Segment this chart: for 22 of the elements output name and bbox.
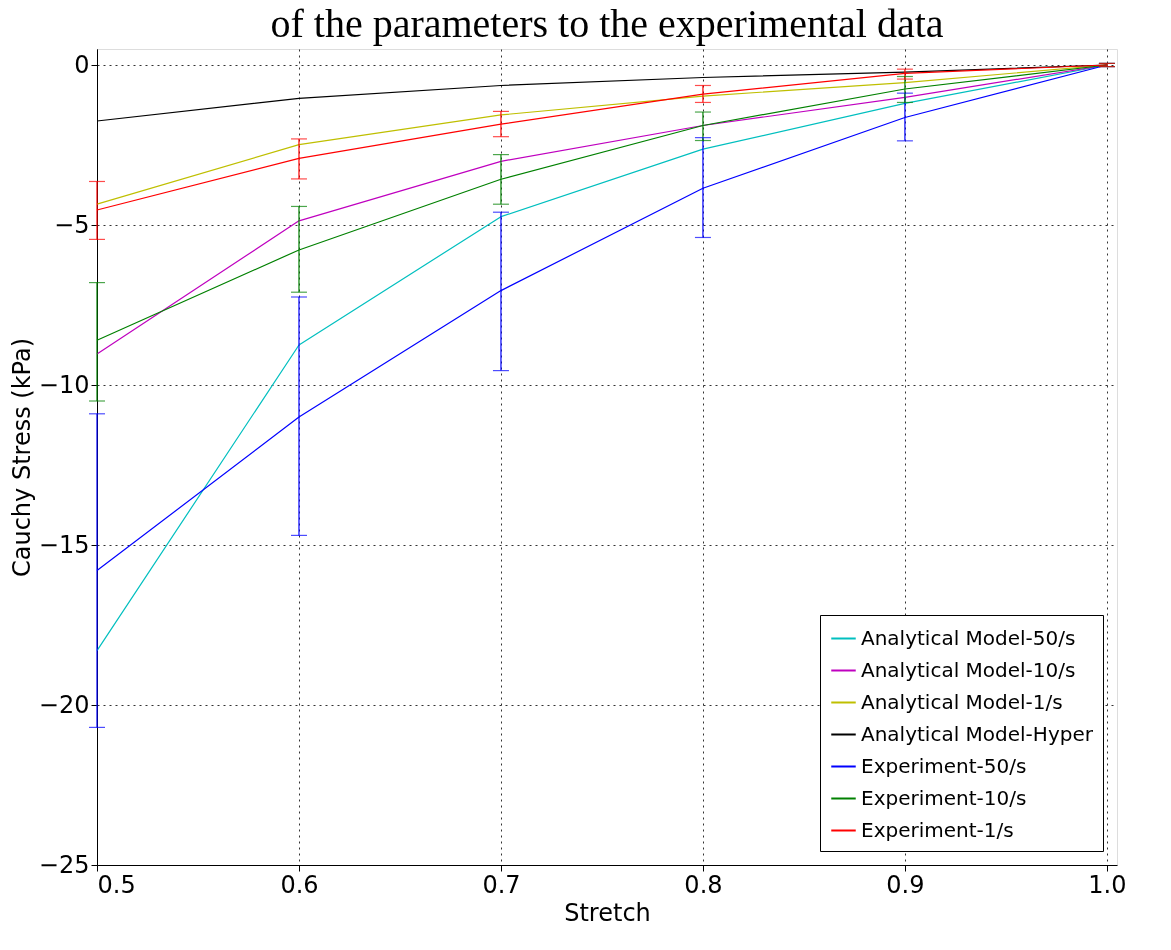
y-tick-label: −20 xyxy=(38,690,90,719)
legend-label: Experiment-50/s xyxy=(861,753,1027,778)
y-tick-label: −25 xyxy=(38,850,90,879)
y-tick-label: 0 xyxy=(74,50,90,79)
x-tick-label: 0.8 xyxy=(684,870,723,899)
x-tick-label: 0.7 xyxy=(482,870,521,899)
legend-label: Analytical Model-50/s xyxy=(861,625,1076,650)
legend-label: Analytical Model-Hyper xyxy=(861,721,1094,746)
x-tick-label: 1.0 xyxy=(1088,870,1127,899)
legend-label: Analytical Model-10/s xyxy=(861,657,1076,682)
legend-label: Experiment-10/s xyxy=(861,785,1027,810)
y-tick-label: −5 xyxy=(54,210,90,239)
y-axis-title: Cauchy Stress (kPa) xyxy=(7,337,36,578)
y-tick-label: −10 xyxy=(38,370,90,399)
x-tick-label: 0.5 xyxy=(97,870,136,899)
legend-label: Experiment-1/s xyxy=(861,817,1014,842)
x-tick-label: 0.6 xyxy=(280,870,319,899)
chart-title: of the parameters to the experimental data xyxy=(270,1,944,46)
legend-label: Analytical Model-1/s xyxy=(861,689,1063,714)
x-tick-label: 0.9 xyxy=(886,870,925,899)
x-axis-title: Stretch xyxy=(564,898,651,927)
y-tick-label: −15 xyxy=(38,530,90,559)
